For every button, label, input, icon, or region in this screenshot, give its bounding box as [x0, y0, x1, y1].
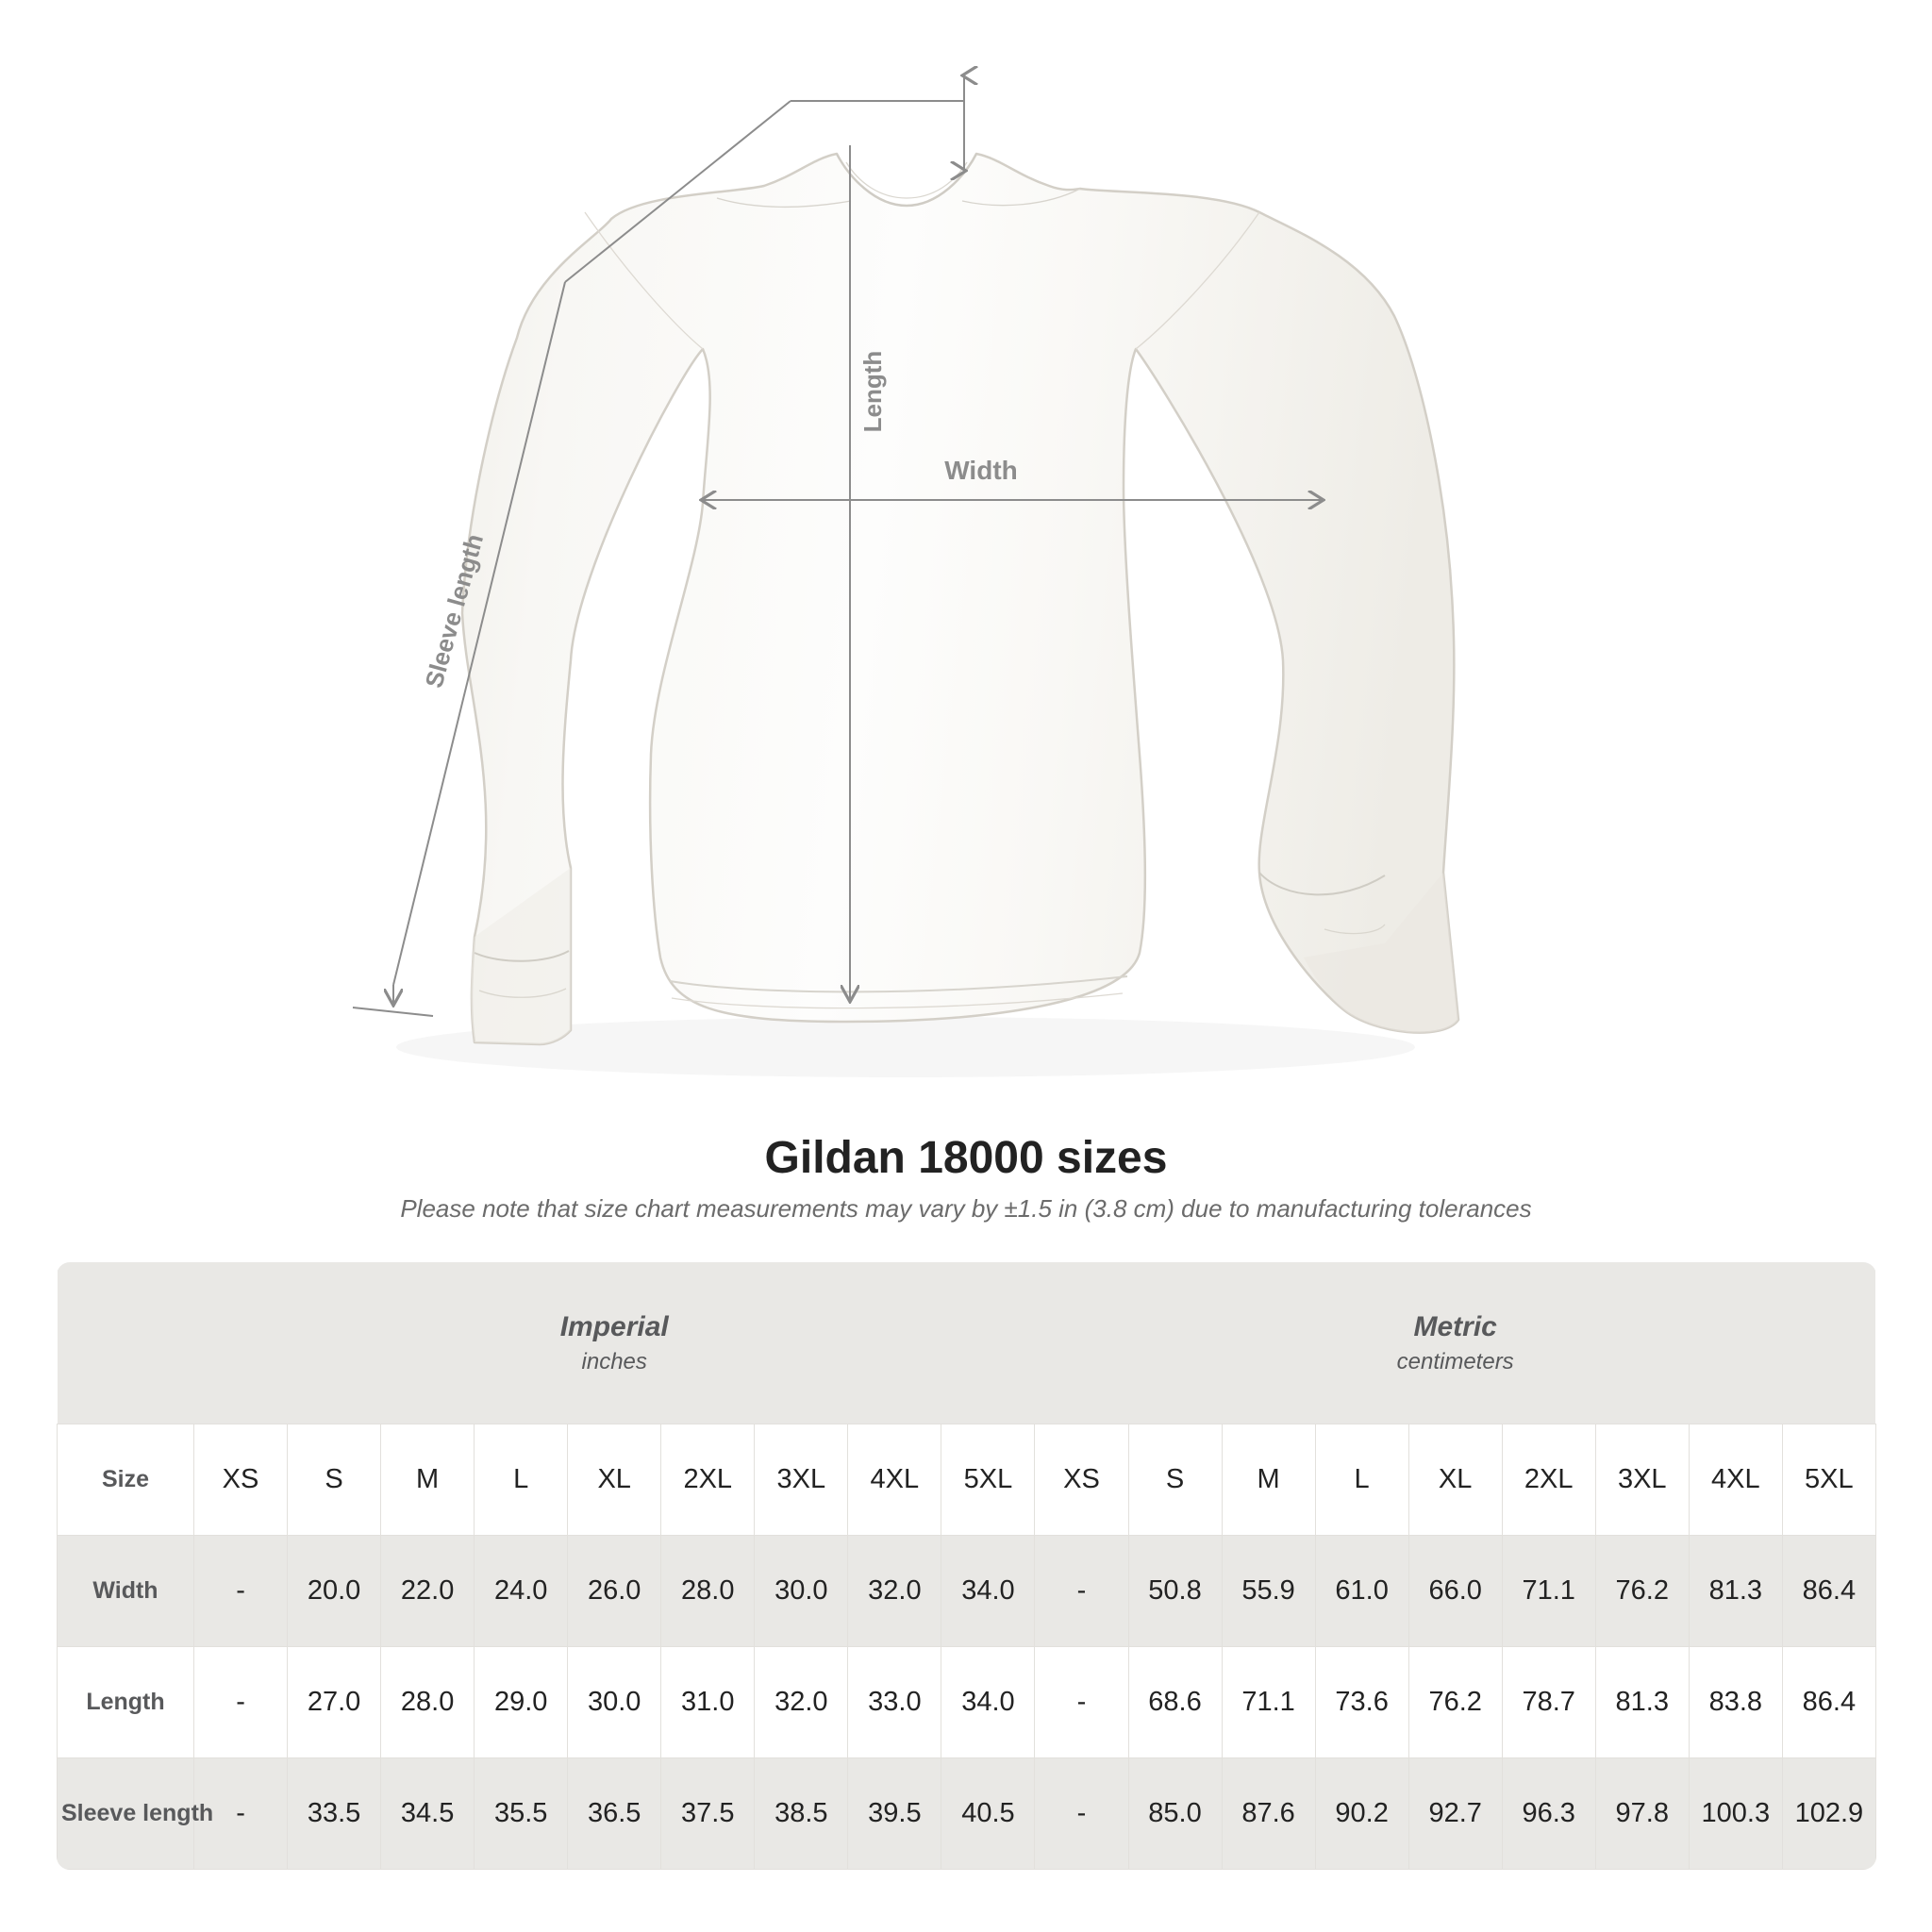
svg-text:Length: Length	[858, 351, 887, 433]
svg-text:Width: Width	[944, 456, 1018, 485]
